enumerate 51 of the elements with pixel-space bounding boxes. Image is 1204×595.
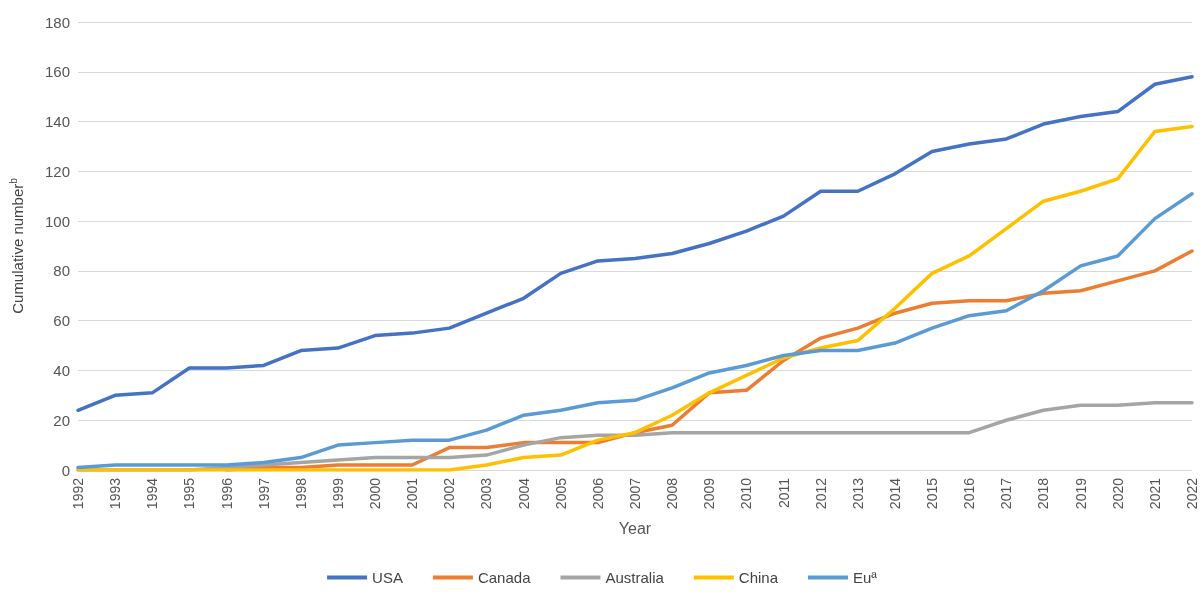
y-tick-label: 20 — [53, 411, 70, 429]
x-axis-title: Year — [618, 519, 652, 537]
y-tick-label: 180 — [44, 13, 70, 31]
x-tick-label: 2014 — [886, 477, 903, 510]
x-tick-label: 1993 — [107, 477, 124, 510]
x-tick-label: 1996 — [218, 477, 235, 510]
x-tick-label: 2020 — [1109, 477, 1126, 510]
y-tick-label: 40 — [53, 361, 70, 379]
x-tick-label: 2013 — [849, 477, 866, 510]
legend-label: China — [738, 569, 779, 586]
y-tick-label: 120 — [44, 162, 70, 180]
x-tick-label: 2012 — [812, 477, 829, 510]
legend-label: Canada — [477, 569, 532, 586]
legend-label: USA — [372, 569, 403, 586]
x-tick-label: 2010 — [738, 477, 755, 510]
y-tick-label: 140 — [44, 113, 70, 131]
x-tick-label: 2011 — [775, 477, 792, 509]
y-tick-label: 60 — [53, 312, 70, 330]
x-tick-label: 2015 — [924, 477, 941, 510]
line-series — [76, 124, 1194, 472]
legend-label: Euª — [853, 569, 878, 586]
x-tick-label: 1994 — [144, 477, 161, 510]
x-tick-label: 2006 — [589, 477, 606, 510]
x-tick-label: 2003 — [478, 477, 495, 510]
x-tick-label: 2016 — [961, 477, 978, 510]
x-tick-label: 1992 — [70, 477, 86, 510]
y-tick-label: 160 — [44, 63, 70, 81]
x-tick-label: 1998 — [292, 477, 309, 510]
x-tick-label: 2019 — [1072, 477, 1089, 510]
x-tick-label: 2002 — [441, 477, 458, 510]
line-series — [76, 75, 1194, 413]
x-tick-label: 2018 — [1035, 477, 1052, 510]
x-tick-label: 1997 — [255, 477, 272, 510]
x-tick-label: 2004 — [515, 477, 532, 510]
x-tick-label: 1995 — [181, 477, 198, 510]
x-tick-label: 2017 — [998, 477, 1015, 510]
x-tick-label: 2001 — [404, 477, 421, 510]
line-series — [76, 191, 1194, 470]
x-tick-label: 2008 — [664, 477, 681, 510]
x-tick-label: 2022 — [1184, 477, 1200, 510]
x-tick-label: 2000 — [367, 477, 384, 510]
y-tick-label: 100 — [44, 212, 70, 230]
x-tick-label: 1999 — [329, 477, 346, 510]
x-tick-label: 2005 — [552, 477, 569, 510]
y-tick-label: 80 — [53, 262, 70, 280]
x-tick-label: 2021 — [1146, 477, 1163, 510]
x-tick-label: 2009 — [701, 477, 718, 510]
y-axis-title: Cumulative numberb — [7, 177, 26, 314]
y-tick-label: 0 — [61, 461, 70, 479]
x-tick-label: 2007 — [627, 477, 643, 510]
legend-label: Australia — [605, 569, 665, 586]
